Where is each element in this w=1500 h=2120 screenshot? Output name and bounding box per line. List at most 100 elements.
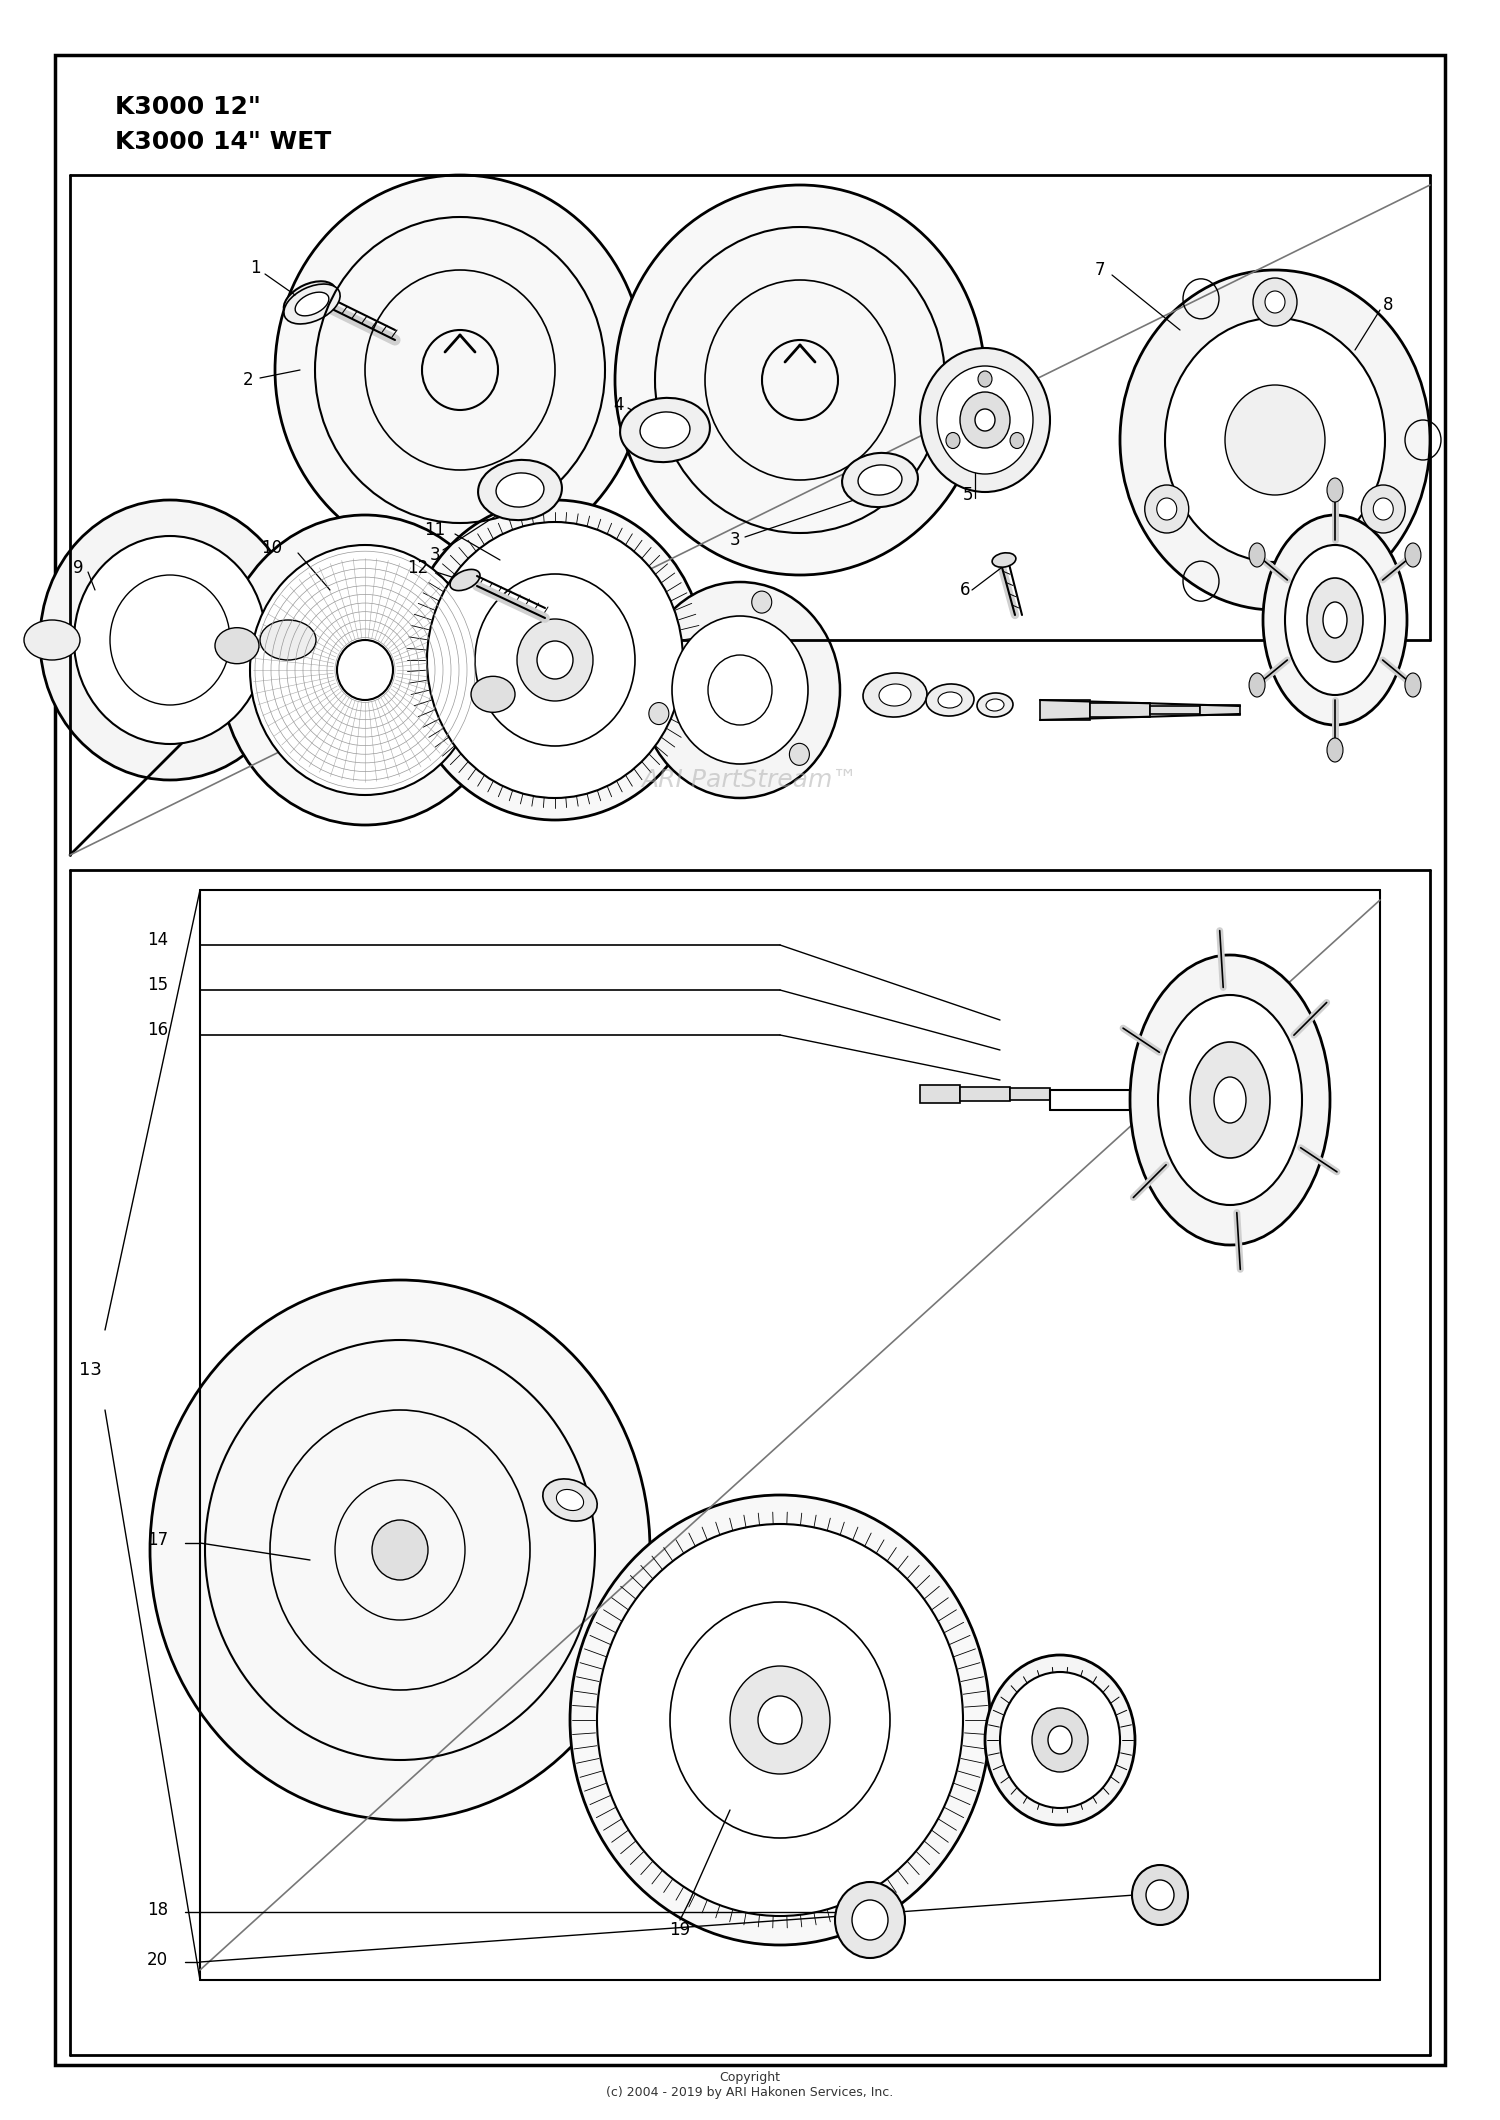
Ellipse shape	[1048, 1726, 1072, 1753]
Text: 11: 11	[424, 522, 445, 538]
Ellipse shape	[1286, 545, 1384, 695]
Ellipse shape	[214, 628, 260, 664]
Ellipse shape	[758, 1696, 802, 1745]
Text: 1: 1	[249, 259, 261, 278]
Ellipse shape	[1406, 543, 1420, 566]
Ellipse shape	[372, 1520, 427, 1579]
Ellipse shape	[1250, 543, 1264, 566]
Text: 20: 20	[147, 1950, 168, 1969]
Ellipse shape	[1010, 432, 1025, 449]
Ellipse shape	[570, 1495, 990, 1944]
Ellipse shape	[1328, 477, 1342, 502]
Ellipse shape	[274, 176, 645, 566]
Ellipse shape	[260, 619, 316, 659]
Text: 15: 15	[147, 975, 168, 994]
Ellipse shape	[920, 348, 1050, 492]
Polygon shape	[1090, 704, 1150, 717]
Ellipse shape	[1362, 485, 1406, 532]
Ellipse shape	[1252, 278, 1298, 326]
Text: 12: 12	[408, 560, 429, 577]
Ellipse shape	[1120, 269, 1430, 611]
Text: 19: 19	[669, 1921, 690, 1940]
Ellipse shape	[537, 640, 573, 678]
Text: 8: 8	[1383, 297, 1394, 314]
Ellipse shape	[450, 570, 480, 591]
Ellipse shape	[471, 676, 514, 712]
Ellipse shape	[976, 693, 1012, 717]
Ellipse shape	[427, 522, 682, 797]
Ellipse shape	[518, 619, 593, 702]
Text: 17: 17	[147, 1531, 168, 1550]
Ellipse shape	[1146, 1880, 1174, 1910]
Text: K3000 14" WET: K3000 14" WET	[116, 129, 332, 155]
Ellipse shape	[730, 1666, 830, 1774]
Ellipse shape	[640, 583, 840, 797]
Ellipse shape	[615, 184, 986, 575]
Polygon shape	[920, 1085, 960, 1102]
Text: 13: 13	[78, 1361, 102, 1378]
Ellipse shape	[938, 367, 1034, 475]
Ellipse shape	[1250, 672, 1264, 697]
Ellipse shape	[1263, 515, 1407, 725]
Ellipse shape	[946, 432, 960, 449]
Ellipse shape	[251, 545, 480, 795]
Ellipse shape	[24, 619, 80, 659]
Polygon shape	[960, 1088, 1010, 1100]
Ellipse shape	[220, 515, 510, 825]
Text: 18: 18	[147, 1902, 168, 1919]
Ellipse shape	[1226, 386, 1324, 494]
Ellipse shape	[852, 1900, 888, 1940]
Ellipse shape	[1374, 498, 1394, 519]
Text: 2: 2	[243, 371, 254, 388]
Ellipse shape	[74, 536, 266, 744]
Text: Copyright
(c) 2004 - 2019 by ARI Hakonen Services, Inc.: Copyright (c) 2004 - 2019 by ARI Hakonen…	[606, 2071, 894, 2099]
Ellipse shape	[1323, 602, 1347, 638]
Ellipse shape	[1306, 579, 1364, 661]
Ellipse shape	[650, 702, 669, 725]
Text: 3: 3	[729, 530, 741, 549]
Ellipse shape	[672, 617, 808, 763]
Ellipse shape	[284, 284, 340, 324]
Ellipse shape	[1328, 738, 1342, 761]
Ellipse shape	[478, 460, 562, 519]
Ellipse shape	[789, 744, 810, 765]
Text: 9: 9	[72, 560, 84, 577]
Ellipse shape	[986, 700, 1004, 710]
Polygon shape	[1150, 706, 1200, 714]
Ellipse shape	[1156, 498, 1176, 519]
Ellipse shape	[836, 1883, 904, 1959]
Ellipse shape	[1158, 994, 1302, 1204]
Text: 16: 16	[147, 1022, 168, 1039]
Ellipse shape	[1190, 1043, 1270, 1158]
Ellipse shape	[978, 371, 992, 388]
Text: 3: 3	[429, 547, 441, 564]
Text: ARI PartStream™: ARI PartStream™	[642, 767, 858, 793]
Ellipse shape	[405, 500, 705, 820]
Ellipse shape	[960, 392, 1010, 447]
Ellipse shape	[1144, 485, 1188, 532]
Polygon shape	[1200, 706, 1240, 714]
Ellipse shape	[992, 553, 1016, 568]
Text: 5: 5	[963, 485, 974, 505]
Ellipse shape	[858, 464, 901, 496]
Text: 7: 7	[1095, 261, 1106, 280]
Ellipse shape	[556, 1490, 584, 1512]
Ellipse shape	[842, 454, 918, 507]
Text: 10: 10	[261, 538, 282, 558]
Ellipse shape	[986, 1656, 1136, 1825]
Ellipse shape	[620, 399, 710, 462]
Ellipse shape	[975, 409, 994, 430]
Ellipse shape	[862, 672, 927, 717]
Polygon shape	[1040, 700, 1090, 721]
Text: 14: 14	[147, 931, 168, 950]
Ellipse shape	[543, 1480, 597, 1520]
Text: 6: 6	[960, 581, 970, 600]
Ellipse shape	[640, 411, 690, 447]
Ellipse shape	[926, 685, 974, 717]
Ellipse shape	[284, 282, 336, 318]
Ellipse shape	[597, 1524, 963, 1916]
Ellipse shape	[1000, 1673, 1120, 1808]
Ellipse shape	[496, 473, 544, 507]
Text: 4: 4	[612, 396, 624, 413]
Ellipse shape	[1032, 1709, 1088, 1772]
